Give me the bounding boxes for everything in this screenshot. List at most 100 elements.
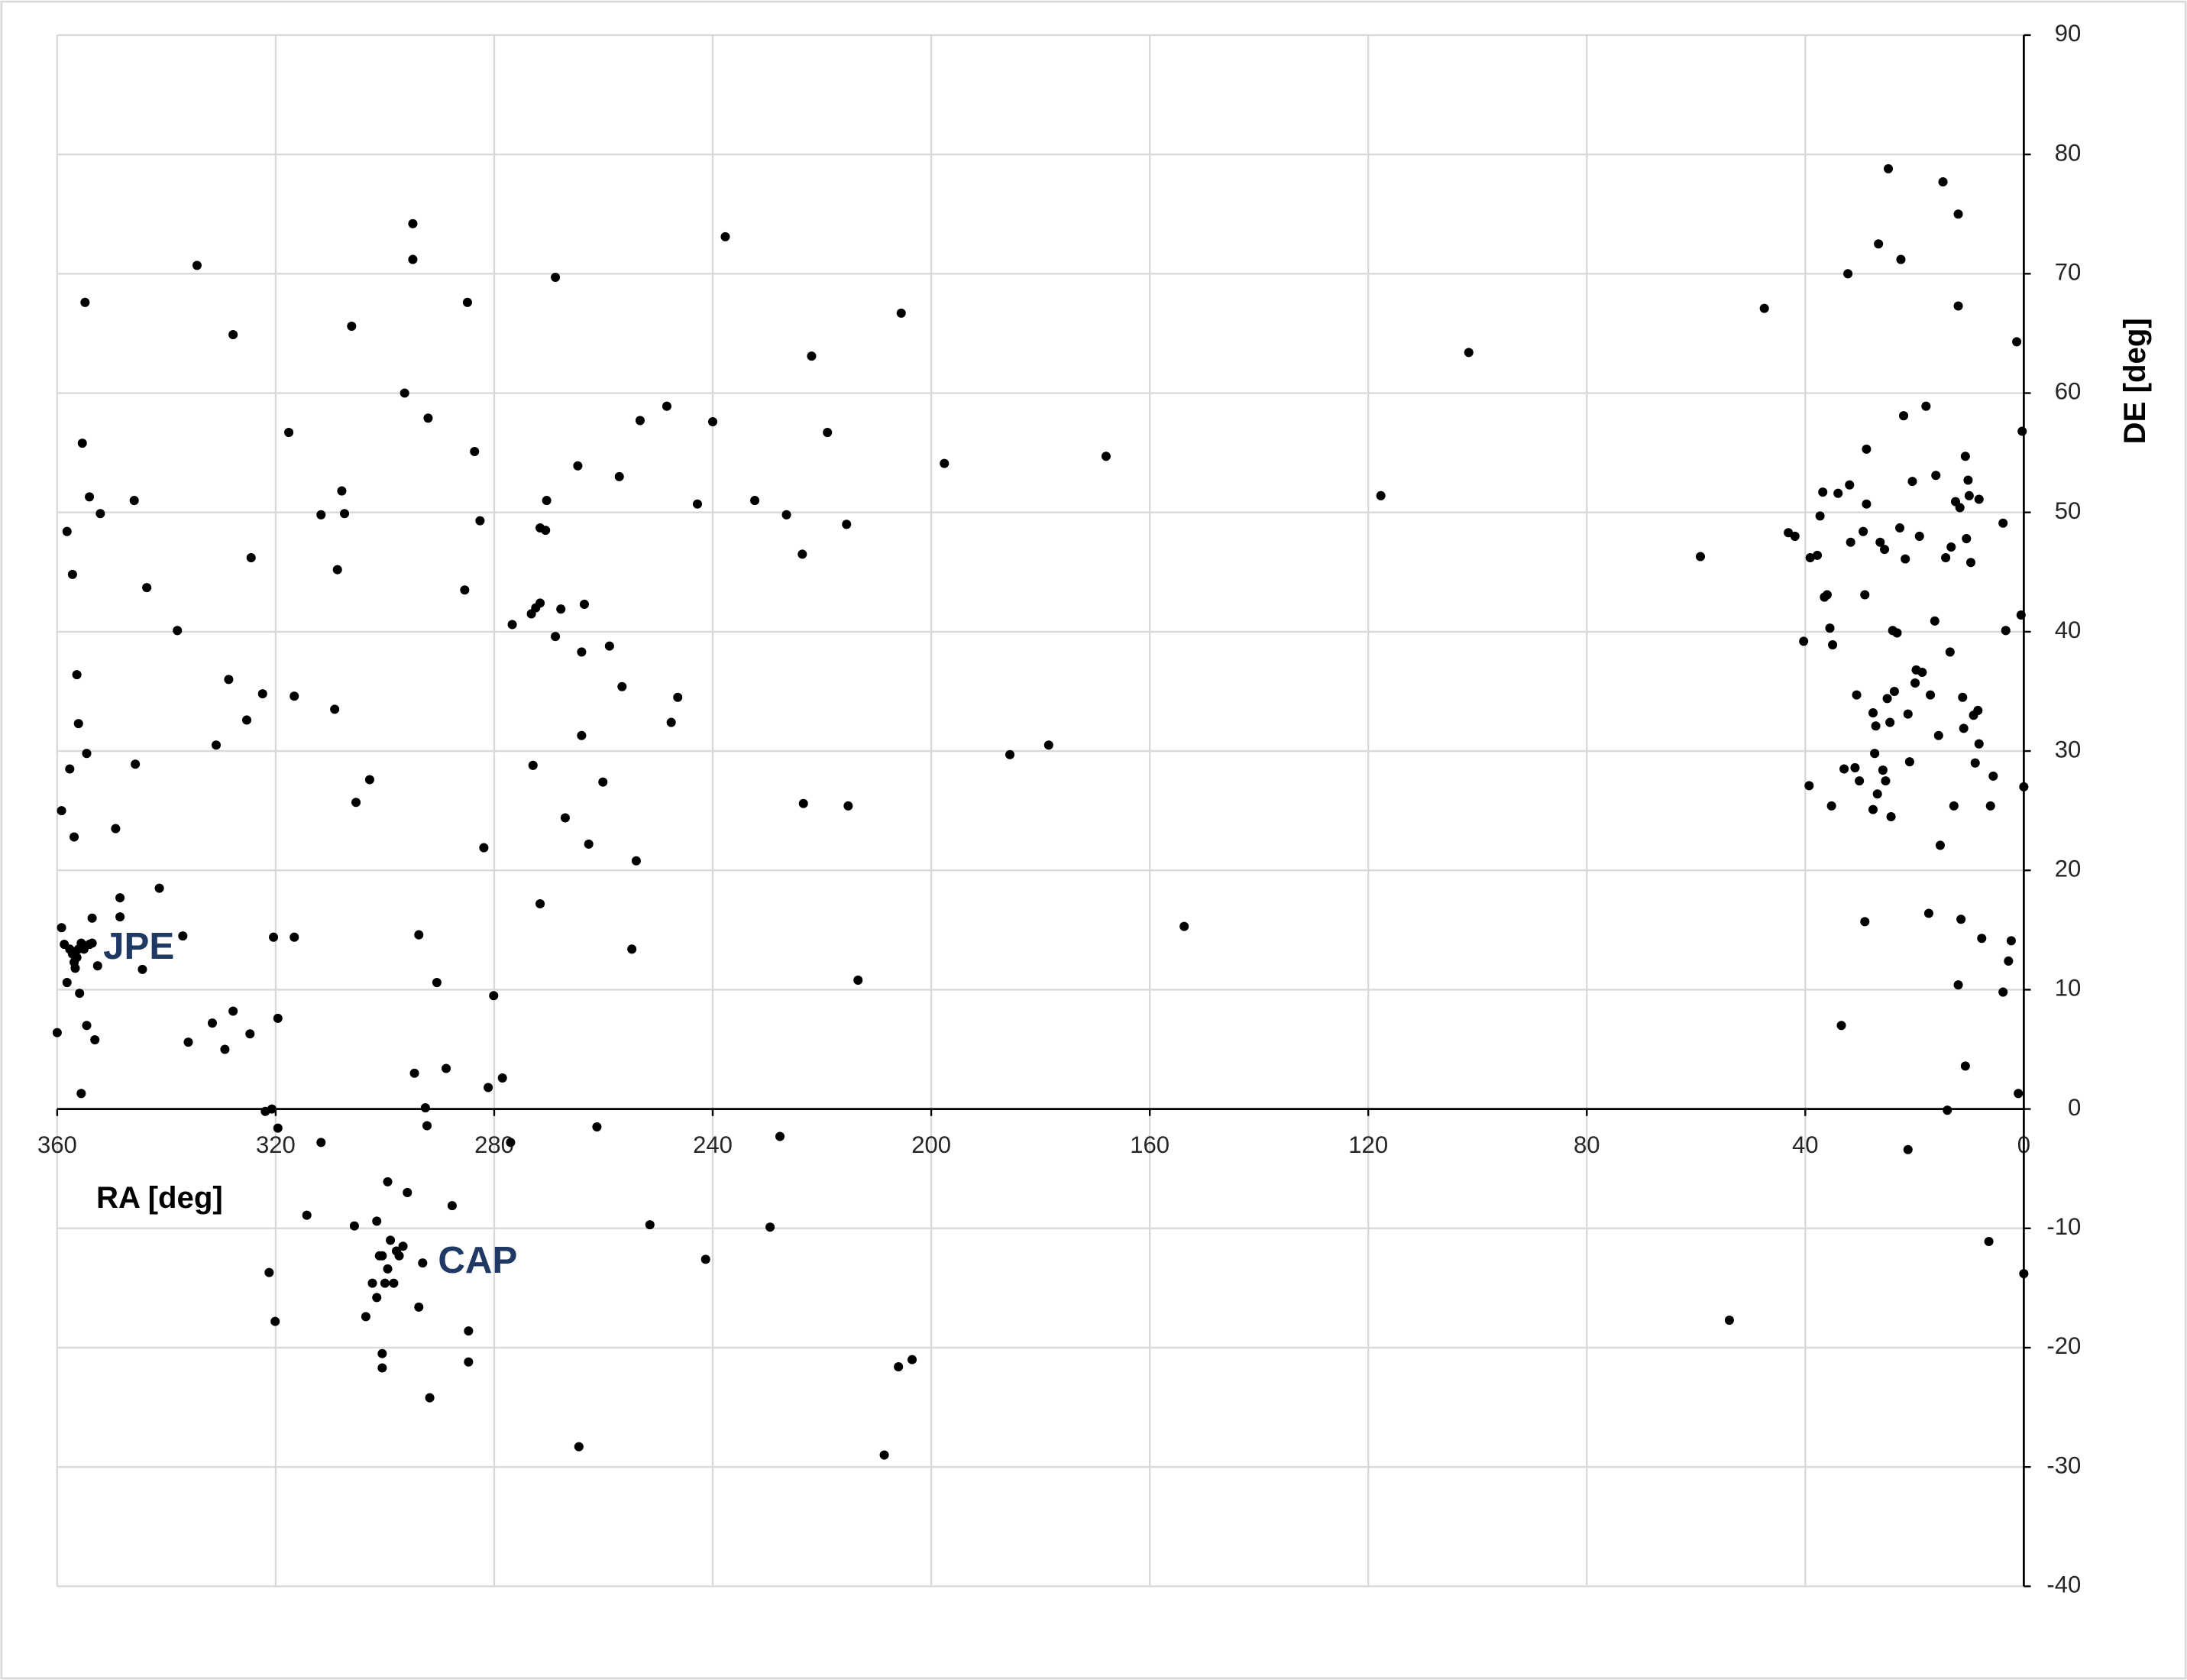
- data-point: [700, 1254, 710, 1264]
- data-point: [1860, 917, 1870, 927]
- data-point: [1933, 730, 1943, 740]
- data-point: [765, 1222, 775, 1232]
- data-point: [1960, 1061, 1970, 1071]
- data-point: [2012, 337, 2022, 347]
- data-point: [1930, 616, 1940, 626]
- x-tick-label: 80: [1574, 1131, 1600, 1158]
- data-point: [797, 549, 807, 559]
- data-point: [692, 499, 703, 509]
- data-point: [1804, 781, 1814, 791]
- data-point: [211, 740, 221, 750]
- data-point: [798, 798, 808, 808]
- data-point: [273, 1013, 283, 1023]
- data-point: [896, 308, 906, 318]
- data-point: [1101, 452, 1111, 461]
- data-point: [1872, 789, 1882, 799]
- data-point: [1878, 766, 1888, 775]
- data-point: [940, 458, 950, 468]
- data-point: [2014, 1089, 2024, 1099]
- data-point: [82, 749, 92, 759]
- x-tick-label: 360: [37, 1131, 77, 1158]
- x-tick-label: 240: [693, 1131, 733, 1158]
- data-point: [337, 486, 347, 496]
- data-point: [2016, 610, 2026, 620]
- data-point: [1868, 708, 1878, 718]
- data-point: [1988, 771, 1998, 781]
- data-point: [85, 492, 95, 502]
- data-point: [617, 681, 627, 691]
- data-point: [302, 1210, 312, 1220]
- data-point: [1879, 545, 1890, 555]
- data-point: [273, 1123, 283, 1133]
- data-point: [614, 471, 624, 481]
- y-tick-label: 70: [2055, 259, 2082, 286]
- data-point: [479, 843, 489, 853]
- data-point: [82, 1021, 92, 1031]
- data-point: [70, 963, 80, 973]
- data-point: [1941, 553, 1951, 563]
- data-point: [57, 923, 66, 933]
- data-point: [400, 388, 409, 398]
- data-point: [1904, 757, 1914, 767]
- data-point: [645, 1220, 655, 1230]
- data-point: [604, 641, 614, 651]
- data-point: [257, 689, 267, 699]
- data-point: [1724, 1316, 1734, 1326]
- data-point: [267, 1104, 277, 1114]
- data-point: [627, 944, 637, 954]
- data-point: [720, 231, 730, 241]
- data-point: [775, 1131, 785, 1141]
- data-point: [1845, 480, 1855, 490]
- data-point: [178, 931, 188, 941]
- data-point: [389, 1278, 399, 1288]
- data-point: [1850, 762, 1860, 772]
- data-point: [464, 1326, 474, 1336]
- data-point: [1931, 471, 1941, 481]
- data-point: [414, 1302, 424, 1312]
- data-point: [1889, 686, 1899, 696]
- x-tick-label: 200: [911, 1131, 951, 1158]
- data-point: [1953, 301, 1963, 311]
- data-point: [420, 1103, 430, 1113]
- data-point: [1946, 542, 1956, 552]
- data-point: [270, 1316, 280, 1326]
- data-point: [506, 1138, 516, 1148]
- data-point: [631, 856, 641, 866]
- data-point: [316, 1138, 326, 1148]
- data-point: [1870, 749, 1880, 759]
- data-point: [220, 1044, 230, 1054]
- data-point: [464, 1357, 474, 1367]
- data-point: [843, 801, 853, 811]
- data-point: [192, 261, 202, 270]
- data-point: [418, 1258, 428, 1268]
- data-point: [551, 632, 561, 642]
- data-point: [228, 329, 238, 340]
- data-point: [573, 461, 583, 471]
- data-point: [577, 730, 587, 740]
- data-point: [2001, 626, 2011, 636]
- data-point: [1886, 811, 1896, 821]
- data-point: [364, 775, 374, 785]
- data-point: [1799, 636, 1809, 646]
- data-point: [67, 569, 77, 579]
- data-point: [470, 447, 480, 457]
- data-point: [77, 439, 87, 448]
- data-point: [807, 351, 817, 361]
- data-point: [497, 1073, 507, 1083]
- data-point: [115, 893, 125, 903]
- data-point: [129, 496, 139, 506]
- data-point: [1974, 739, 1984, 749]
- data-point: [1903, 709, 1913, 719]
- data-point: [1977, 934, 1987, 944]
- data-point: [1917, 667, 1927, 678]
- data-point: [137, 964, 147, 974]
- data-point: [1883, 163, 1894, 173]
- y-tick-label: 80: [2055, 139, 2082, 166]
- data-point: [1759, 303, 1769, 313]
- points: [52, 163, 2029, 1460]
- data-point: [1855, 776, 1865, 786]
- data-point: [246, 553, 256, 563]
- data-point: [1825, 623, 1835, 633]
- data-point: [111, 824, 121, 834]
